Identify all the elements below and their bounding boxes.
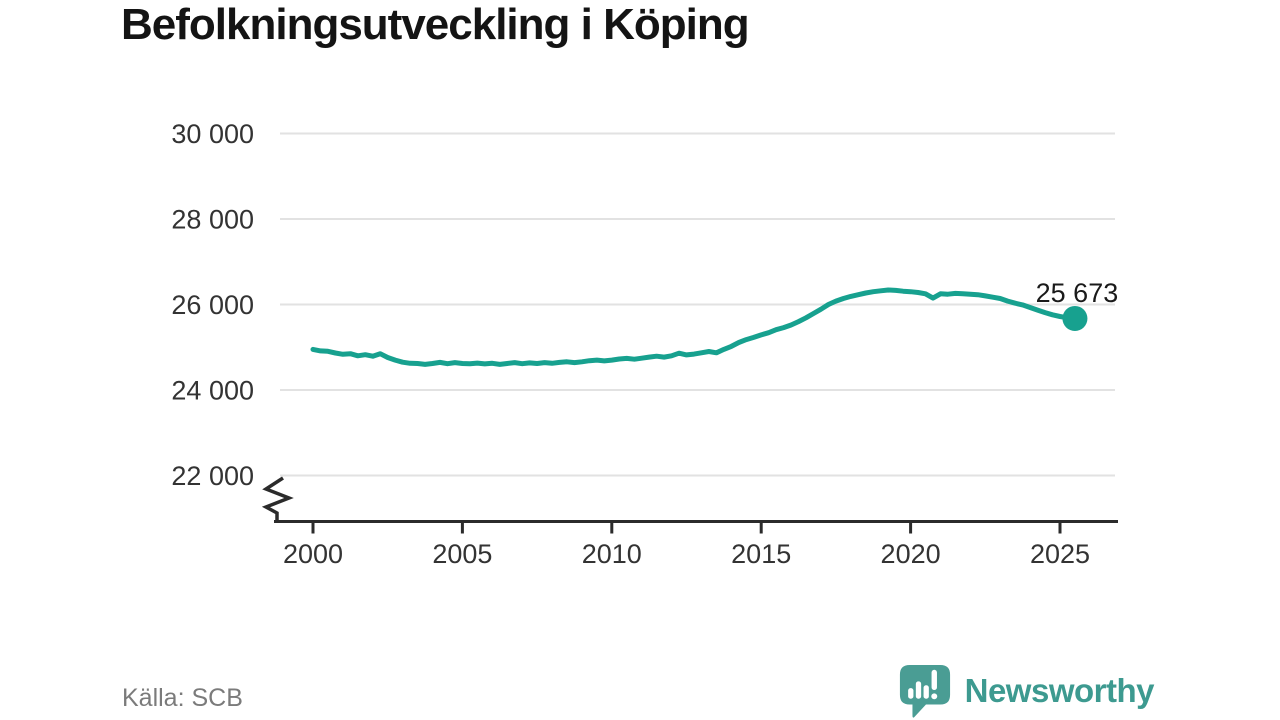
y-axis-tick-label: 30 000	[171, 119, 254, 149]
x-axis-tick-label: 2005	[432, 539, 492, 569]
logo-bar-mid	[923, 685, 929, 699]
page-title: Befolkningsutveckling i Köping	[121, 0, 750, 49]
x-axis-tick-label: 2015	[731, 539, 791, 569]
y-axis-tick-label: 22 000	[171, 461, 254, 491]
y-axis-break-icon	[261, 476, 294, 521]
logo-bar-short	[907, 688, 914, 699]
y-axis-tick-label: 24 000	[171, 376, 254, 406]
newsworthy-logo-icon	[899, 664, 950, 718]
newsworthy-branding: Newsworthy	[898, 663, 1155, 719]
source-note: Källa: SCB	[122, 684, 243, 712]
population-line-chart: 22 000 24 000 26 000 28 000 30 000 2000 2005 20…	[171, 119, 1119, 569]
x-axis-tick-label: 2010	[582, 539, 642, 569]
logo-exclamation-dot	[930, 693, 937, 700]
y-axis-tick-label: 26 000	[171, 290, 254, 320]
x-axis-tick-label: 2000	[283, 539, 343, 569]
population-line-series	[310, 287, 1078, 367]
x-axis-tick-label: 2020	[881, 539, 941, 569]
y-axis-tick-label: 28 000	[171, 205, 254, 235]
logo-exclamation-bar	[931, 669, 937, 691]
newsworthy-wordmark: Newsworthy	[964, 672, 1155, 709]
last-point-value-label: 25 673	[1036, 278, 1119, 308]
x-axis-tick-label: 2025	[1030, 539, 1090, 569]
last-point-marker	[1062, 305, 1088, 331]
logo-bar-tall	[915, 681, 921, 699]
